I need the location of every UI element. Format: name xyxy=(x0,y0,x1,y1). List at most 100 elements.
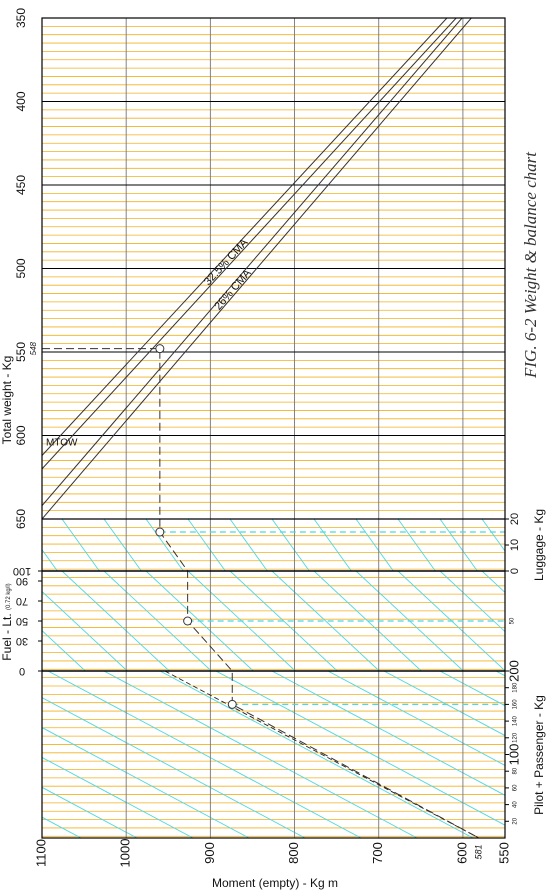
fuel-note: (0.72 kg/l) xyxy=(6,583,12,610)
reference-line xyxy=(42,816,82,838)
reference-line xyxy=(0,519,15,571)
plot: 1100 1000 900 800 700 600 55035040045050055060… xyxy=(13,8,522,868)
example-point xyxy=(183,616,193,626)
reference-line xyxy=(0,671,25,838)
x-tick-label: 550 xyxy=(496,842,511,864)
fuel-annotation: 50 xyxy=(510,617,516,624)
x-tick-label: 900 xyxy=(202,842,217,864)
fuel-label: Fuel - Lt. xyxy=(0,613,14,660)
reference-group xyxy=(0,519,505,571)
fuel-tick-label: 100 xyxy=(13,565,31,577)
luggage-axis-title: Luggage - Kg xyxy=(532,509,546,581)
pilot-tick-label: 60 xyxy=(513,784,519,791)
reference-line xyxy=(229,571,338,671)
pilot-tick-label: 80 xyxy=(513,767,519,774)
cma-line xyxy=(42,18,463,506)
x-axis-title: Moment (empty) - Kg m xyxy=(212,876,338,890)
reference-line xyxy=(271,571,380,671)
reference-line xyxy=(103,519,142,571)
caption: FIG. 6-2 Weight & balance chart xyxy=(521,151,540,379)
reference-line xyxy=(103,671,418,838)
example-point xyxy=(227,699,237,709)
reference-line xyxy=(42,786,138,838)
reference-line xyxy=(42,697,306,838)
luggage-tick-label: 20 xyxy=(509,513,521,525)
reference-line xyxy=(355,519,394,571)
weight-annotation: 548 xyxy=(29,341,38,355)
y-tick-label: 350 xyxy=(14,8,28,28)
reference-group xyxy=(0,671,559,838)
reference-line xyxy=(42,727,250,838)
reference-line xyxy=(103,571,212,671)
fuel-tick-label: 70 xyxy=(16,595,28,607)
reference-line xyxy=(159,671,474,838)
cma-line xyxy=(42,18,448,456)
reference-line xyxy=(187,519,226,571)
fuel-tick-label: 50 xyxy=(16,615,28,627)
pilot-tick-label: 200 xyxy=(506,660,521,682)
reference-line xyxy=(42,630,86,671)
reference-line xyxy=(439,519,478,571)
reference-line xyxy=(439,571,505,633)
reference-line xyxy=(383,671,505,737)
fuel-tick-label: 0 xyxy=(19,665,25,677)
luggage-tick-label: 0 xyxy=(509,568,521,574)
reference-line xyxy=(215,671,505,826)
pilot-tick-label: 140 xyxy=(513,715,519,726)
pilot-tick-label: 40 xyxy=(513,801,519,808)
x-tick-label: 700 xyxy=(370,842,385,864)
example-path xyxy=(42,348,480,839)
cma-line xyxy=(42,18,472,519)
x-tick-label: 1100 xyxy=(33,839,48,867)
pilot-tick-label: 120 xyxy=(513,732,519,743)
reference-line xyxy=(47,671,362,838)
y-tick-label: 500 xyxy=(14,258,28,278)
reference-line xyxy=(524,571,559,671)
reference-line xyxy=(481,519,505,552)
y-tick-label: 550 xyxy=(14,342,28,362)
reference-line xyxy=(327,671,505,766)
reference-line xyxy=(313,519,352,571)
luggage-tick-label: 10 xyxy=(509,539,521,551)
reference-line xyxy=(42,590,128,671)
y-axis-title: Total weight - Kg xyxy=(0,356,14,445)
fuel-tick-label: 90 xyxy=(16,575,28,587)
reference-line xyxy=(229,519,268,571)
example-point xyxy=(155,344,165,354)
reference-line xyxy=(61,519,100,571)
x-tick-label: 1000 xyxy=(118,839,133,868)
fuel-axis-title: Fuel - Lt. (0.72 kg/l) xyxy=(0,583,14,660)
fuel-tick-label: 30 xyxy=(16,635,28,647)
pilot-tick-label: 20 xyxy=(513,817,519,824)
reference-line xyxy=(439,671,505,707)
cma-line xyxy=(42,18,457,470)
moment-annotation: 581 xyxy=(473,844,483,859)
reference-line xyxy=(61,571,170,671)
y-tick-label: 650 xyxy=(14,509,28,529)
reference-line xyxy=(145,519,184,571)
pilot-axis-title: Pilot + Passenger - Kg xyxy=(532,695,546,815)
reference-line xyxy=(397,519,436,571)
pilot-tick-label: 100 xyxy=(506,744,521,766)
frame xyxy=(41,17,506,839)
envelope xyxy=(42,18,472,519)
y-tick-label: 450 xyxy=(14,175,28,195)
y-tick-label: 600 xyxy=(14,425,28,445)
reference-line xyxy=(42,548,58,571)
reference-line xyxy=(271,519,310,571)
reference-line xyxy=(481,571,505,594)
reference-line xyxy=(271,671,505,796)
pilot-tick-label: 180 xyxy=(513,682,519,693)
pilot-tick-label: 160 xyxy=(513,699,519,710)
minor-grid xyxy=(42,25,505,837)
example-point xyxy=(155,527,165,537)
x-tick-label: 600 xyxy=(454,842,469,864)
y-tick-label: 400 xyxy=(14,91,28,111)
reference-line xyxy=(42,756,194,838)
reference-lines xyxy=(0,519,559,838)
reference-line xyxy=(552,671,559,838)
x-tick-label: 800 xyxy=(286,842,301,864)
mtow-label: MTOW xyxy=(46,438,78,449)
